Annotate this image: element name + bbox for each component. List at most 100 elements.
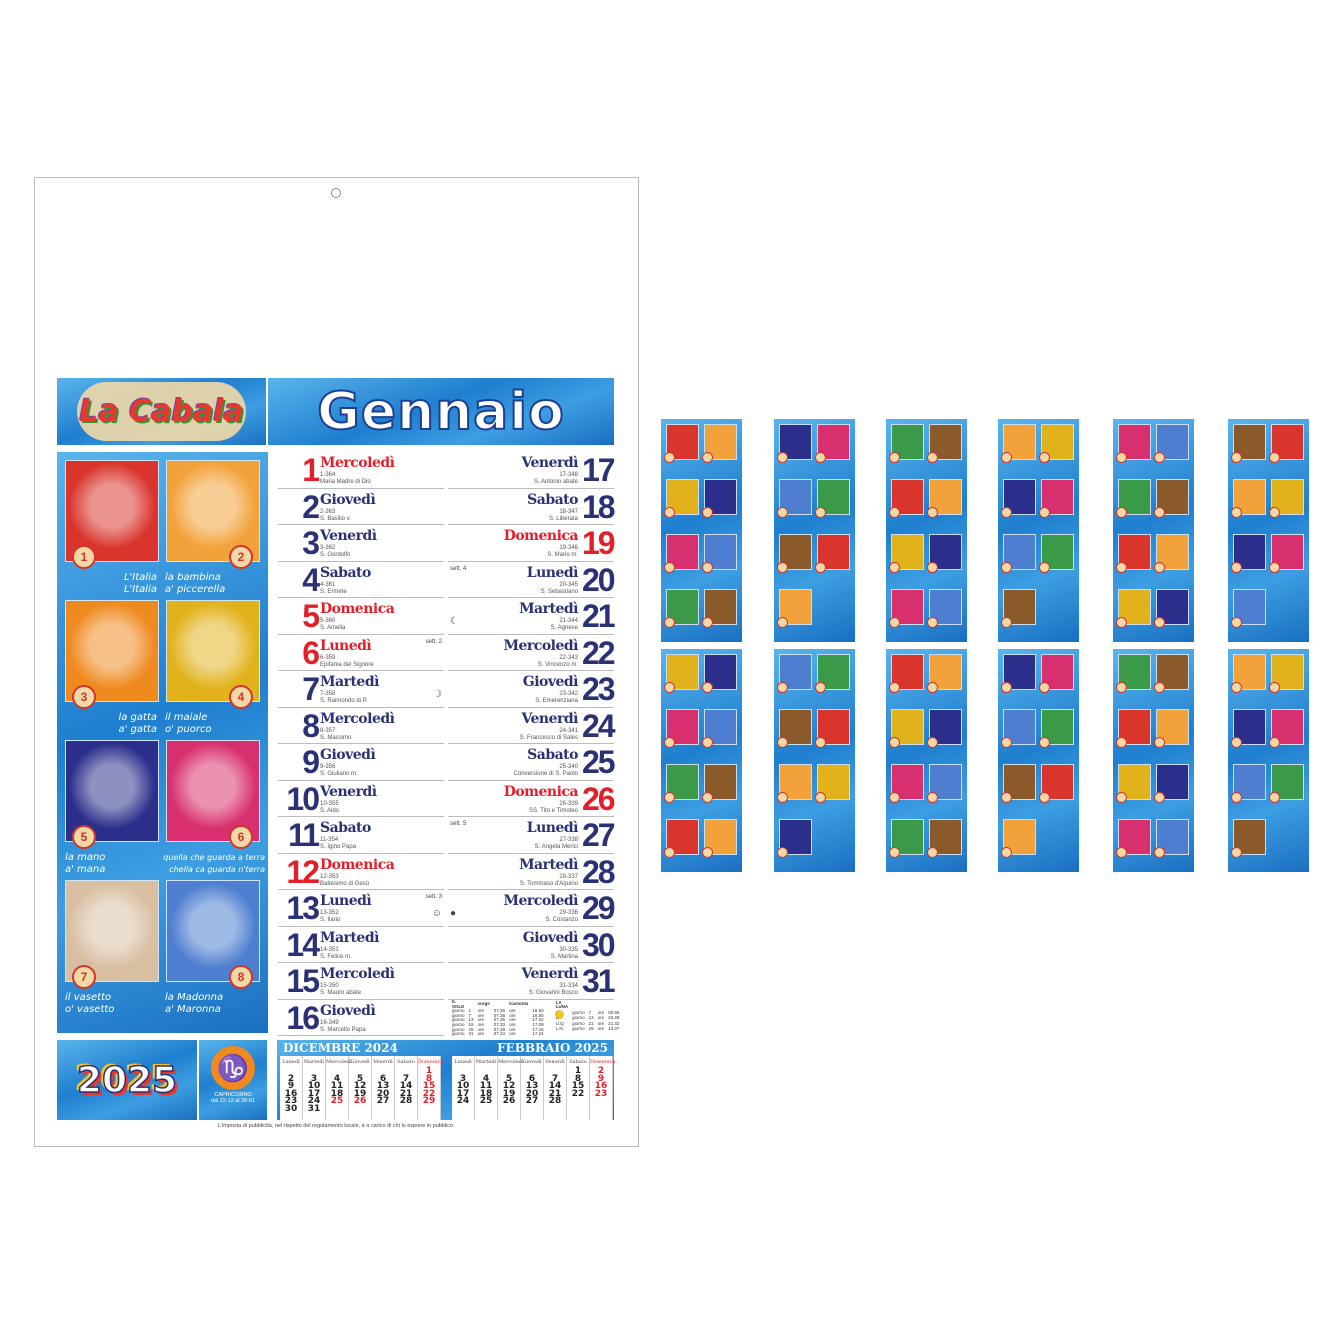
number-token: [702, 507, 713, 518]
caption-line: quella che guarda a terra: [163, 853, 265, 862]
thumbnail-tile: [1116, 589, 1151, 628]
number-token: [664, 847, 675, 858]
weekday-header: Lunedì: [454, 1059, 472, 1065]
sun-cell: ore: [509, 1026, 516, 1032]
sun-cell: 17.24: [532, 1031, 544, 1037]
mini-calendar-column: Lunedì 3 10 17 24: [452, 1056, 475, 1120]
saint-name: S. Martina: [550, 953, 578, 960]
date: 10: [307, 1081, 321, 1092]
number-token: [702, 737, 713, 748]
thumbnail-tile: [889, 654, 924, 693]
sun-header-cell: [467, 1000, 476, 1009]
day-number: 12: [286, 853, 320, 890]
weekday-name: Lunedì: [526, 820, 579, 836]
weekday-name: Domenica: [503, 783, 579, 800]
saint-name: S. Basilio v.: [320, 515, 351, 522]
sun-cell: 1: [468, 1008, 472, 1014]
date: 1: [574, 1066, 582, 1076]
day-number: 25: [582, 744, 616, 780]
saint-name: S. Mauro abate: [320, 990, 362, 996]
number-token: [1154, 847, 1165, 858]
date-list: 4 11 18 25: [326, 1068, 348, 1106]
moon-phase-icon: ☽: [433, 689, 442, 700]
moon-phase-icon: ☾: [450, 616, 459, 627]
day-number: 4: [302, 561, 320, 598]
moon-header: LA LUNA: [555, 999, 569, 1010]
date: 14: [548, 1081, 562, 1092]
number-token: [1269, 452, 1280, 463]
number-token: [1001, 682, 1012, 693]
number-token: [777, 792, 788, 803]
day-of-year: 5-360: [320, 618, 336, 624]
day-row: 15 Mercoledì 15-350 S. Mauro abate: [278, 963, 444, 1000]
sun-cell: 13: [468, 1017, 474, 1023]
number-token: [1116, 452, 1127, 463]
weekday-name: Martedì: [320, 674, 379, 690]
day-number: 7: [302, 671, 320, 707]
weekday-name: Giovedì: [522, 674, 579, 690]
day-of-year: 10-355: [320, 800, 339, 807]
date: 27: [525, 1096, 539, 1107]
number-token: [777, 562, 788, 573]
date: 14: [399, 1081, 413, 1092]
day-row: 17 Venerdì 17-348 S. Antonio abate: [448, 452, 616, 489]
date: 26: [502, 1096, 516, 1107]
date: 11: [330, 1081, 344, 1092]
mini-calendar-column: Domenica 2 9 16 23: [590, 1056, 615, 1120]
sun-cell: giorno: [452, 1026, 465, 1032]
thumbnail-tile: [664, 709, 699, 748]
number-token: [889, 792, 900, 803]
moon-cell: 13.37: [608, 1026, 620, 1032]
thumbnail-tile: [889, 764, 924, 803]
weekday-name: Domenica: [320, 601, 395, 617]
week-number: sett. 5: [450, 821, 467, 827]
number-token: [1116, 562, 1127, 573]
mini-calendars: DICEMBRE 2024 Lunedì 2 9 16 23 30 Martedì 3 10 17 2…: [277, 1040, 615, 1120]
day-of-year: 27-338: [559, 837, 578, 843]
number-token: [1001, 792, 1012, 803]
picture-tile: 2: [166, 460, 260, 569]
day-of-year: 12-353: [320, 873, 339, 880]
day-number: 19: [582, 525, 616, 561]
sun-cell: giorno: [452, 1017, 465, 1023]
number-token: [664, 737, 675, 748]
weekday-name: Domenica: [320, 856, 395, 873]
number-token: [889, 617, 900, 628]
saint-name: S. Felice m.: [320, 953, 352, 960]
thumbnail-tile: [1116, 764, 1151, 803]
saint-name: S. Liberata: [548, 515, 578, 522]
picture-caption: la Madonna a' Maronna: [165, 992, 265, 1016]
sun-cell: ore: [509, 1031, 516, 1037]
saint-name: S. Giuliano m.: [320, 771, 358, 777]
day-of-year: 13-352: [320, 910, 339, 916]
saint-name: S. Ermete: [320, 588, 347, 595]
number-token: [889, 562, 900, 573]
thumbnail-tile: [1231, 424, 1266, 463]
day-row: 25 Sabato 25-340 Conversione di S. Paolo: [448, 744, 616, 781]
thumbnail-tile: [777, 424, 812, 463]
thumbnail-tile: [1154, 819, 1189, 858]
saint-name: S. Emerenziana: [535, 698, 578, 704]
weekday-name: Martedì: [519, 856, 578, 873]
saint-name: S. Marcello Papa: [320, 1026, 366, 1033]
number-token: 8: [229, 965, 253, 989]
weekday-name: Mercoledì: [320, 710, 395, 727]
thumbnail-tile: [1154, 424, 1189, 463]
saint-name: S. Raimondo di P.: [320, 698, 368, 704]
date: 24: [307, 1096, 321, 1107]
number-token: [1116, 507, 1127, 518]
sun-cell: 7: [468, 1012, 472, 1018]
month-thumbnail-strip: [998, 649, 1079, 872]
caption-line: a' gatta: [118, 724, 157, 735]
thumbnail-tile: [777, 819, 812, 858]
weekday-name: Giovedì: [320, 491, 376, 508]
thumbnail-tile: [889, 589, 924, 628]
month-thumbnail-strip: [774, 649, 855, 872]
sun-cell: 07.28: [493, 1026, 506, 1032]
day-of-year: 29-336: [559, 910, 578, 916]
number-token: [1154, 617, 1165, 628]
day-row: 20 Lunedì 20-345 S. Sebastiano sett. 4: [448, 562, 616, 598]
number-token: [927, 617, 938, 628]
number-token: [889, 682, 900, 693]
day-row: 9 Giovedì 9-356 S. Giuliano m.: [278, 744, 444, 781]
